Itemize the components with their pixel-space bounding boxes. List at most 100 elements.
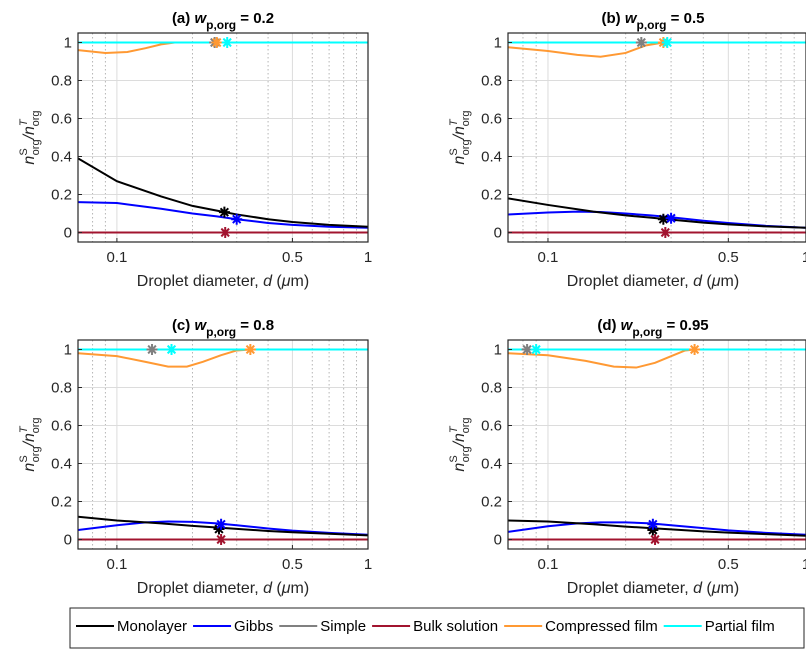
- y-label-n: n: [21, 463, 38, 472]
- x-axis-label-unit-open: (: [272, 273, 282, 290]
- marker-simple: [521, 344, 533, 355]
- y-label-sub-2: org: [30, 110, 42, 126]
- x-tick-label: 1: [364, 249, 372, 266]
- x-axis-label-unit-close: m): [291, 580, 310, 597]
- x-axis-label-var: d: [693, 580, 703, 597]
- marker-monolayer: [218, 206, 230, 218]
- x-axis-label-unit-open: (: [702, 580, 712, 597]
- subplot-title: (d) wp,org = 0.95: [597, 317, 708, 339]
- subplot-c: 0.1 0.5 1 0 0.2 0.4 0.6 0.8 1 Droplet diameter, d…: [18, 317, 372, 597]
- y-axis-label: nSorg/nTorg: [448, 417, 472, 471]
- title-prefix: (b): [602, 10, 625, 27]
- marker-bulk-solution: [649, 534, 661, 545]
- marker-bulk-solution: [215, 534, 227, 545]
- legend-box: [69, 607, 805, 649]
- title-w: w: [621, 317, 634, 334]
- marker-partial-film: [530, 344, 542, 355]
- y-axis-label: nSorg/nTorg: [448, 110, 472, 164]
- y-label-sup-s: S: [18, 455, 30, 462]
- legend-label: Gibbs: [234, 618, 273, 635]
- y-tick-label: 0.2: [481, 494, 502, 511]
- y-tick-label: 0.4: [51, 149, 72, 166]
- x-axis-label-text: Droplet diameter,: [137, 580, 263, 597]
- y-label-slash-n: /n: [451, 433, 468, 447]
- y-tick-label: 0: [64, 532, 72, 549]
- title-value: = 0.2: [236, 10, 274, 27]
- title-sub: p,org: [632, 325, 662, 339]
- axes-box: [77, 32, 369, 243]
- y-tick-label: 0: [64, 225, 72, 242]
- y-tick-label: 0.6: [481, 111, 502, 128]
- y-label-sup-s: S: [448, 148, 460, 155]
- title-value: = 0.95: [662, 317, 708, 334]
- title-prefix: (d): [597, 317, 620, 334]
- x-tick-label: 0.1: [106, 556, 127, 573]
- y-label-n: n: [451, 463, 468, 472]
- y-tick-label: 1: [64, 342, 72, 359]
- subplot-d: 0.1 0.5 1 0 0.2 0.4 0.6 0.8 1 Droplet diameter, d…: [448, 317, 806, 597]
- x-axis-label-unit-close: m): [721, 273, 740, 290]
- marker-simple: [635, 37, 647, 48]
- y-tick-label: 0.6: [51, 418, 72, 435]
- x-axis-label-var: d: [693, 273, 703, 290]
- y-label-sub-2: org: [460, 110, 472, 126]
- y-tick-label: 0.2: [51, 494, 72, 511]
- y-tick-label: 0.2: [481, 187, 502, 204]
- x-axis-label-unit-open: (: [272, 580, 282, 597]
- title-value: = 0.5: [667, 10, 705, 27]
- marker-compressed-film: [211, 37, 223, 48]
- y-label-sub: org: [460, 446, 472, 462]
- x-axis-label-mu: μ: [281, 580, 291, 597]
- y-label-sup-s: S: [448, 455, 460, 462]
- y-label-sup-s: S: [18, 148, 30, 155]
- y-tick-label: 1: [494, 342, 502, 359]
- series-group: [78, 41, 368, 234]
- x-tick-label: 0.5: [282, 556, 303, 573]
- marker-gibbs: [215, 518, 227, 530]
- y-tick-label: 0.4: [51, 456, 72, 473]
- y-tick-label: 0: [494, 532, 502, 549]
- x-axis-label-unit-close: m): [721, 580, 740, 597]
- marker-gibbs: [231, 213, 243, 225]
- legend: Monolayer Gibbs Simple Bulk solution Compres…: [69, 607, 805, 649]
- x-tick-label: 0.5: [718, 249, 739, 266]
- x-axis-label: Droplet diameter, d (μm): [137, 273, 309, 290]
- subplot-title: (b) wp,org = 0.5: [602, 10, 705, 32]
- title-sub: p,org: [206, 18, 236, 32]
- title-sub: p,org: [637, 18, 667, 32]
- y-tick-label: 0.8: [481, 73, 502, 90]
- series-line-compressed-film: [508, 348, 695, 369]
- marker-partial-film: [166, 344, 178, 355]
- marker-partial-film: [661, 37, 673, 48]
- x-axis-label-text: Droplet diameter,: [137, 273, 263, 290]
- y-label-n: n: [21, 156, 38, 165]
- x-axis-label-mu: μ: [711, 273, 721, 290]
- x-tick-label: 0.1: [538, 556, 559, 573]
- x-axis-label-unit-close: m): [291, 273, 310, 290]
- subplot-title: (a) wp,org = 0.2: [172, 10, 274, 32]
- legend-label: Compressed film: [545, 618, 658, 635]
- marker-compressed-film: [689, 344, 701, 355]
- title-w: w: [194, 10, 207, 27]
- x-tick-label: 1: [802, 249, 806, 266]
- x-axis-label-text: Droplet diameter,: [567, 580, 693, 597]
- series-line-compressed-film: [78, 348, 251, 368]
- x-tick-label: 0.1: [538, 249, 559, 266]
- marker-bulk-solution: [219, 227, 231, 238]
- x-tick-label: 0.5: [282, 249, 303, 266]
- y-label-sub-2: org: [30, 417, 42, 433]
- series-line-monolayer: [508, 519, 806, 537]
- y-label-n: n: [451, 156, 468, 165]
- title-w: w: [194, 317, 207, 334]
- marker-simple: [146, 344, 158, 355]
- y-label-sup-t: T: [18, 118, 30, 126]
- axes-box: [507, 32, 806, 243]
- x-axis-label-mu: μ: [281, 273, 291, 290]
- series-line-monolayer: [78, 515, 368, 537]
- marker-monolayer: [647, 524, 659, 536]
- y-tick-label: 0.6: [481, 418, 502, 435]
- legend-label: Simple: [320, 618, 366, 635]
- subplot-a: 0.1 0.5 1 0 0.2 0.4 0.6 0.8 1 Droplet diameter, d…: [18, 10, 372, 290]
- x-axis-label: Droplet diameter, d (μm): [137, 580, 309, 597]
